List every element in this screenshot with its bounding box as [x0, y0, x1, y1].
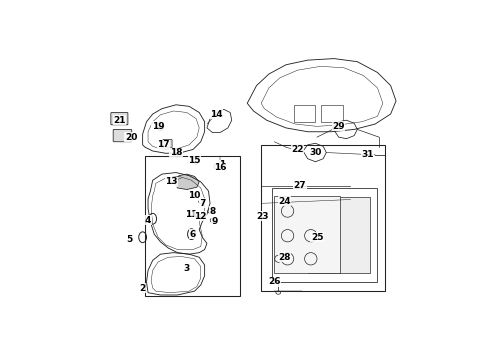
- Text: 15: 15: [188, 156, 201, 165]
- Bar: [261, 145, 385, 291]
- Text: 3: 3: [184, 264, 190, 273]
- Text: 4: 4: [145, 216, 151, 225]
- Text: 14: 14: [210, 109, 222, 118]
- Text: 29: 29: [332, 122, 345, 131]
- Text: 19: 19: [152, 122, 165, 131]
- Bar: [272, 188, 377, 282]
- Text: 18: 18: [170, 148, 182, 157]
- Ellipse shape: [157, 122, 164, 131]
- Polygon shape: [173, 174, 199, 189]
- Text: 24: 24: [278, 197, 291, 206]
- FancyBboxPatch shape: [163, 139, 172, 148]
- Text: 13: 13: [165, 177, 177, 186]
- FancyBboxPatch shape: [113, 130, 132, 142]
- Text: 28: 28: [278, 253, 291, 262]
- Text: 10: 10: [188, 191, 201, 200]
- Text: 26: 26: [268, 278, 281, 287]
- Text: 12: 12: [195, 212, 207, 221]
- Text: 27: 27: [294, 181, 306, 190]
- FancyBboxPatch shape: [111, 112, 128, 125]
- Bar: [145, 156, 240, 296]
- Text: 5: 5: [126, 235, 133, 244]
- Ellipse shape: [174, 148, 181, 157]
- Text: 7: 7: [199, 199, 205, 208]
- Text: 1: 1: [220, 160, 225, 169]
- Text: 23: 23: [256, 212, 269, 221]
- Text: 17: 17: [157, 140, 170, 149]
- Text: 8: 8: [209, 207, 216, 216]
- Bar: [294, 105, 316, 122]
- Bar: [321, 105, 343, 122]
- Text: 2: 2: [140, 284, 146, 293]
- Text: 16: 16: [214, 163, 226, 172]
- Bar: [308, 197, 369, 273]
- Text: 6: 6: [190, 230, 196, 239]
- Text: 11: 11: [185, 210, 197, 219]
- Text: 31: 31: [361, 150, 373, 159]
- Bar: [274, 195, 340, 273]
- Text: 22: 22: [292, 145, 304, 154]
- Text: 25: 25: [311, 233, 323, 242]
- Text: 9: 9: [212, 217, 218, 226]
- Text: 21: 21: [113, 116, 125, 125]
- Text: 20: 20: [125, 132, 137, 141]
- Text: 30: 30: [309, 148, 321, 157]
